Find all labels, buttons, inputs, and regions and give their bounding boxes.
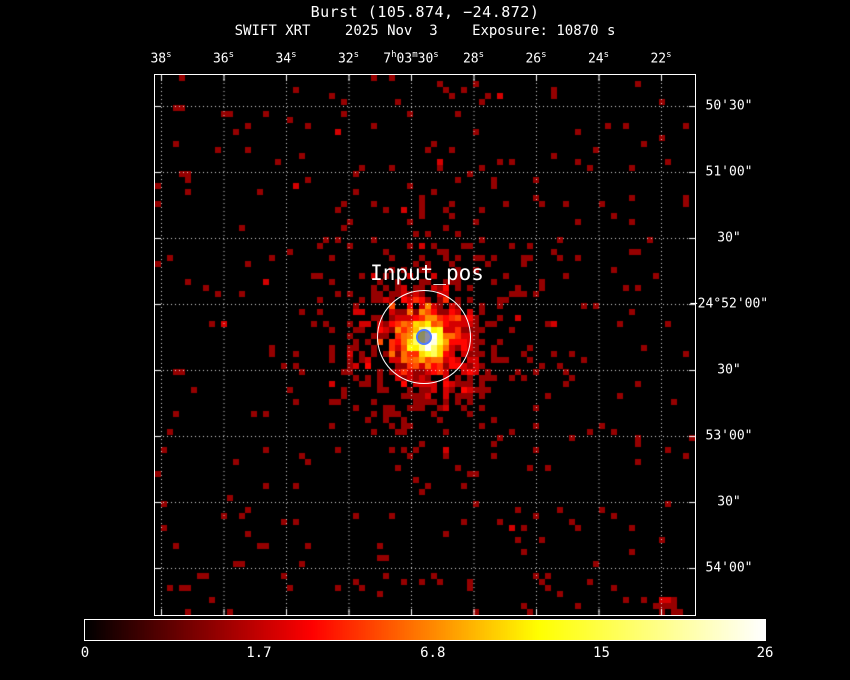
colorbar-labels: 0 1.7 6.8 15 26 — [0, 645, 850, 665]
ra-tick-label: 7h03m30s — [383, 50, 439, 67]
dec-tick-label: 30" — [717, 494, 741, 510]
sky-image-plot: Input_pos — [154, 74, 696, 616]
ra-axis-labels: 38s 36s 34s 32s 7h03m30s 28s 26s 24s 22s — [0, 50, 850, 68]
ra-tick-label: 24s — [587, 50, 610, 67]
ra-tick-label: 34s — [275, 50, 297, 67]
dec-tick-label: 51'00" — [705, 164, 753, 180]
colorbar — [84, 619, 766, 641]
ra-tick-label: 32s — [337, 50, 360, 67]
input-pos-label: Input_pos — [370, 261, 484, 285]
dec-tick-label: 50'30" — [705, 98, 753, 114]
dec-tick-label: 30" — [717, 362, 741, 378]
dec-tick-label: −24°52'00" — [689, 296, 769, 312]
dec-tick-label: 30" — [717, 230, 741, 246]
date-label: 2025 Nov 3 — [344, 23, 438, 39]
colorbar-tick-label: 15 — [593, 645, 610, 661]
colorbar-tick-label: 6.8 — [420, 645, 446, 661]
ra-tick-label: 26s — [525, 50, 547, 67]
subtitle: SWIFT XRT 2025 Nov 3 Exposure: 10870 s — [0, 23, 850, 39]
ra-tick-label: 38s — [150, 50, 172, 67]
colorbar-tick-label: 1.7 — [246, 645, 272, 661]
instrument-label: SWIFT XRT — [234, 23, 311, 39]
dec-tick-label: 54'00" — [705, 560, 753, 576]
source-region-circle — [377, 290, 471, 384]
dec-tick-label: 53'00" — [705, 428, 753, 444]
ra-tick-label: 28s — [462, 50, 485, 67]
input-position-marker — [416, 329, 432, 345]
ra-tick-label: 36s — [212, 50, 235, 67]
exposure-label: Exposure: 10870 s — [472, 23, 616, 39]
page-title: Burst (105.874, −24.872) — [310, 3, 540, 21]
ra-tick-label: 22s — [650, 50, 672, 67]
colorbar-tick-label: 26 — [756, 645, 774, 661]
colorbar-tick-label: 0 — [80, 645, 90, 661]
